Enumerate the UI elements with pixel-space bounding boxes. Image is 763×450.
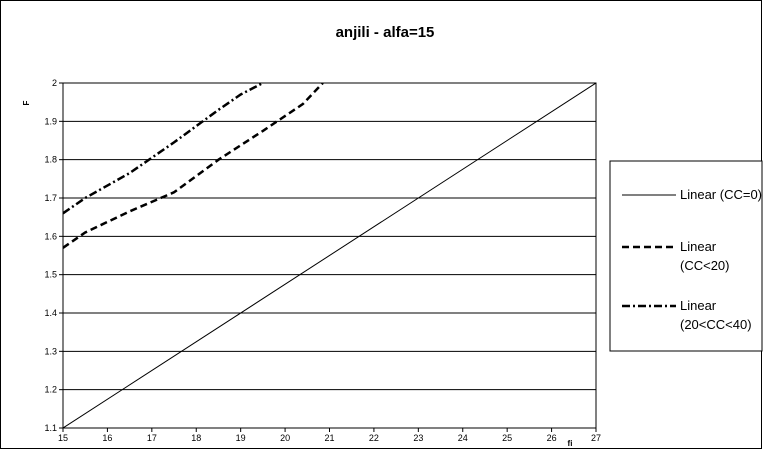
y-tick-label: 1.3 bbox=[44, 346, 57, 356]
chart-title: anjili - alfa=15 bbox=[336, 24, 435, 41]
x-tick-label: 18 bbox=[191, 433, 201, 443]
legend-label-2: (20<CC<40) bbox=[680, 317, 752, 332]
legend-box bbox=[609, 160, 763, 352]
x-axis-ticks: 15 16 17 18 19 20 21 22 23 24 25 26 27 bbox=[58, 428, 601, 443]
x-tick-label: 17 bbox=[147, 433, 157, 443]
series-line-2 bbox=[63, 83, 264, 215]
x-tick-label: 20 bbox=[280, 433, 290, 443]
x-tick-label: 16 bbox=[102, 433, 112, 443]
plot-area bbox=[62, 82, 597, 429]
legend-label-1: (CC<20) bbox=[680, 258, 730, 273]
series-line-0 bbox=[63, 83, 596, 428]
x-tick-label: 27 bbox=[591, 433, 601, 443]
legend-label-0: Linear (CC=0) bbox=[680, 187, 762, 202]
x-axis-label: fi bbox=[568, 439, 573, 448]
y-tick-label: 1.8 bbox=[44, 155, 57, 165]
y-tick-label: 1.7 bbox=[44, 193, 57, 203]
y-axis-label: F bbox=[22, 100, 31, 105]
x-tick-label: 25 bbox=[502, 433, 512, 443]
legend: Linear (CC=0) Linear (CC<20) Linear (20<CC<4… bbox=[609, 160, 763, 352]
x-tick-label: 15 bbox=[58, 433, 68, 443]
y-tick-label: 1.9 bbox=[44, 116, 57, 126]
series-line-1 bbox=[63, 83, 324, 249]
x-tick-label: 22 bbox=[369, 433, 379, 443]
x-tick-label: 19 bbox=[236, 433, 246, 443]
y-tick-label: 2 bbox=[52, 78, 57, 88]
y-tick-label: 1.6 bbox=[44, 231, 57, 241]
x-tick-label: 23 bbox=[413, 433, 423, 443]
y-tick-label: 1.2 bbox=[44, 385, 57, 395]
legend-label-2: Linear bbox=[680, 298, 717, 313]
legend-label-1: Linear bbox=[680, 239, 717, 254]
y-tick-label: 1.5 bbox=[44, 270, 57, 280]
y-axis-ticks: 1.1 1.2 1.3 1.4 1.5 1.6 1.7 1.8 1.9 2 bbox=[44, 78, 63, 433]
series-layer bbox=[63, 83, 596, 428]
x-tick-label: 21 bbox=[324, 433, 334, 443]
x-tick-label: 26 bbox=[547, 433, 557, 443]
y-tick-label: 1.1 bbox=[44, 423, 57, 433]
x-tick-label: 24 bbox=[458, 433, 468, 443]
y-tick-label: 1.4 bbox=[44, 308, 57, 318]
